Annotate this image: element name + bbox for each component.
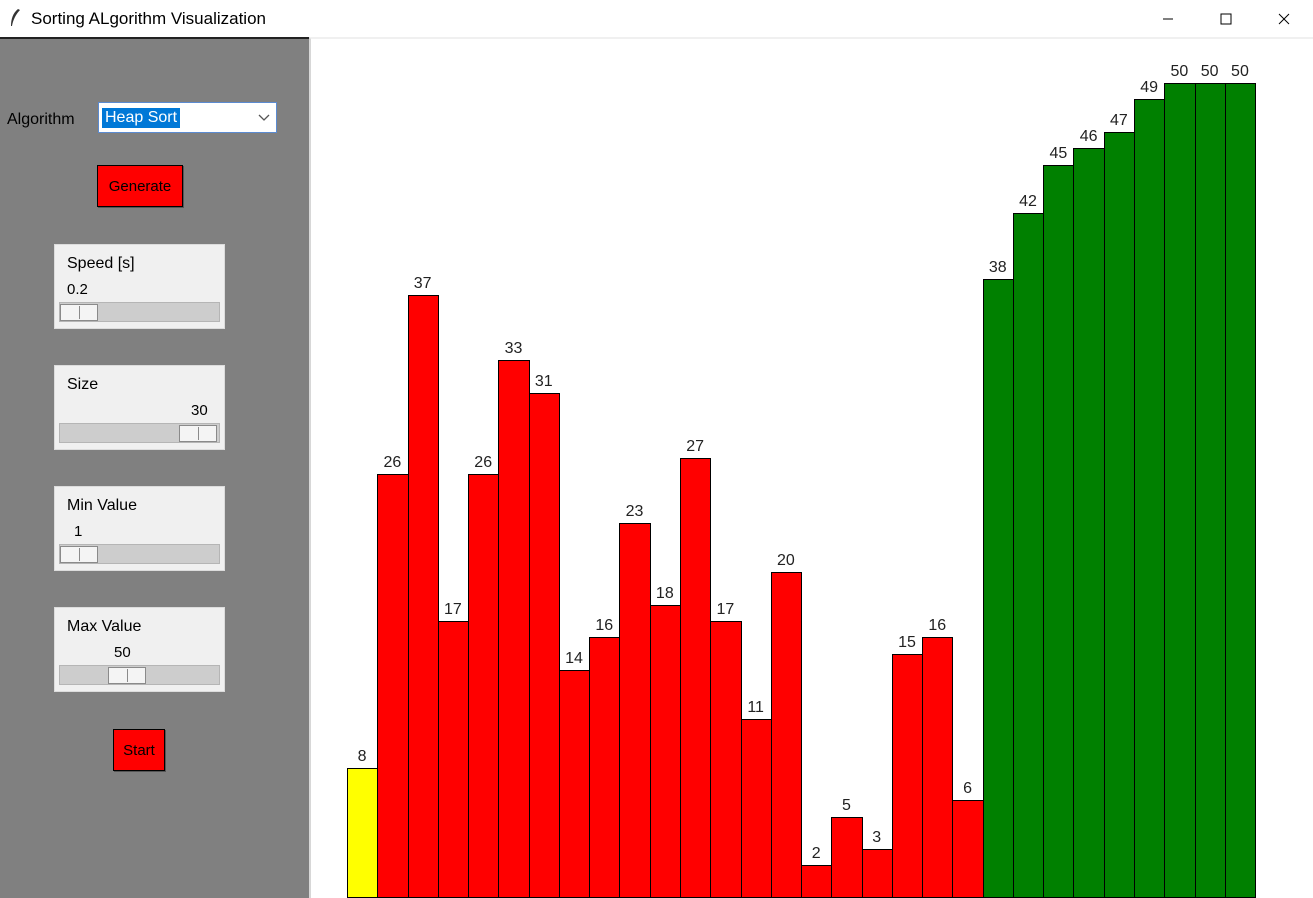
bar-value-label: 2: [811, 845, 821, 863]
bar-value-label: 27: [686, 437, 704, 455]
max-value-value: 50: [114, 644, 131, 661]
max-value-slider-thumb[interactable]: [108, 667, 147, 684]
bar: [1164, 83, 1196, 898]
min-value-value: 1: [74, 523, 83, 540]
bar-chart-canvas: 8 26 37 17 26 33 31 14 16 23 18 27 17 11 20 2 5 3 15 16 6 38 4…: [309, 37, 1313, 898]
bar-value-label: 16: [595, 617, 614, 635]
bar-value-label: 46: [1079, 128, 1098, 146]
window-title: Sorting ALgorithm Visualization: [31, 9, 266, 28]
min-value-label: Min Value: [67, 497, 137, 514]
size-slider-thumb[interactable]: [178, 425, 217, 442]
size-scale-panel: Size 30: [54, 365, 225, 450]
speed-slider[interactable]: [59, 302, 220, 322]
bar: [1224, 83, 1257, 898]
bar-value-label: 15: [898, 633, 916, 651]
bar-value-label: 18: [655, 584, 674, 602]
bar: [347, 767, 379, 898]
bar: [437, 620, 470, 898]
bar-value-label: 17: [444, 600, 462, 618]
minimize-button[interactable]: [1139, 0, 1197, 37]
speed-label: Speed [s]: [67, 255, 135, 272]
bar: [528, 392, 560, 898]
speed-slider-thumb[interactable]: [60, 304, 98, 321]
bar: [468, 474, 500, 898]
bar: [498, 360, 530, 898]
bar-value-label: 23: [625, 503, 644, 521]
maximize-button[interactable]: [1197, 0, 1255, 37]
bar: [1103, 131, 1136, 898]
maximize-icon: [1220, 13, 1232, 24]
bar: [649, 604, 681, 898]
bar: [1134, 99, 1166, 898]
bar-value-label: 16: [928, 617, 947, 635]
min-value-slider[interactable]: [59, 544, 220, 564]
bar: [801, 865, 833, 898]
bar: [589, 637, 621, 898]
bar-value-label: 37: [413, 274, 432, 292]
size-slider[interactable]: [59, 423, 220, 443]
bar-value-label: 42: [1019, 193, 1037, 211]
feather-icon: [11, 9, 20, 26]
bar-value-label: 50: [1231, 63, 1249, 80]
bar: [952, 800, 984, 898]
generate-button[interactable]: Generate: [97, 165, 183, 207]
bar-value-label: 14: [565, 649, 583, 667]
bar-value-label: 31: [534, 372, 553, 390]
bar: [982, 278, 1014, 898]
bar: [679, 457, 712, 898]
bar-value-label: 45: [1049, 144, 1068, 162]
bar-value-label: 49: [1140, 79, 1159, 97]
bar-value-label: 8: [357, 747, 367, 765]
bar: [710, 620, 742, 898]
min-value-scale-panel: Min Value 1: [54, 486, 225, 571]
control-sidebar: Algorithm Heap Sort Generate Speed [s] 0…: [0, 37, 309, 898]
title-bar: Sorting ALgorithm Visualization: [0, 0, 1313, 37]
size-label: Size: [67, 376, 99, 393]
max-value-label: Max Value: [67, 618, 142, 635]
bar-value-label: 26: [383, 454, 402, 472]
bar-value-label: 5: [842, 796, 851, 814]
max-value-slider[interactable]: [59, 665, 220, 685]
bar: [1012, 213, 1045, 898]
bar: [377, 474, 409, 898]
bar: [619, 523, 651, 898]
close-icon: [1278, 13, 1290, 24]
size-value: 30: [191, 402, 208, 419]
bar: [558, 669, 591, 898]
chevron-down-icon: [258, 114, 270, 121]
min-value-slider-thumb[interactable]: [60, 546, 98, 563]
bar: [770, 572, 803, 898]
bar: [740, 718, 772, 898]
close-button[interactable]: [1255, 0, 1313, 37]
max-value-scale-panel: Max Value 50: [54, 607, 225, 692]
bar: [861, 849, 893, 898]
algorithm-select[interactable]: Heap Sort: [98, 102, 277, 133]
bar: [1073, 148, 1105, 898]
bar-value-label: 3: [872, 829, 882, 847]
bar-value-label: 17: [716, 600, 735, 618]
bar: [1043, 164, 1075, 898]
bar-value-label: 38: [988, 258, 1007, 276]
bar: [922, 637, 954, 898]
bar-value-label: 11: [747, 698, 764, 716]
bar-value-label: 6: [963, 780, 972, 798]
bar-value-label: 47: [1109, 111, 1128, 129]
bar: [891, 653, 924, 898]
algorithm-selected-value: Heap Sort: [102, 108, 181, 128]
minimize-icon: [1163, 18, 1173, 19]
bar: [1194, 83, 1226, 898]
speed-value: 0.2: [67, 281, 88, 298]
bar-value-label: 26: [474, 454, 493, 472]
start-button[interactable]: Start: [113, 729, 165, 771]
bar-value-label: 50: [1170, 63, 1189, 80]
speed-scale-panel: Speed [s] 0.2: [54, 244, 225, 329]
algorithm-label: Algorithm: [7, 111, 75, 128]
bar-value-label: 33: [504, 340, 523, 358]
bar-value-label: 20: [777, 552, 795, 569]
bar-value-label: 50: [1200, 63, 1219, 80]
bar: [407, 294, 439, 898]
